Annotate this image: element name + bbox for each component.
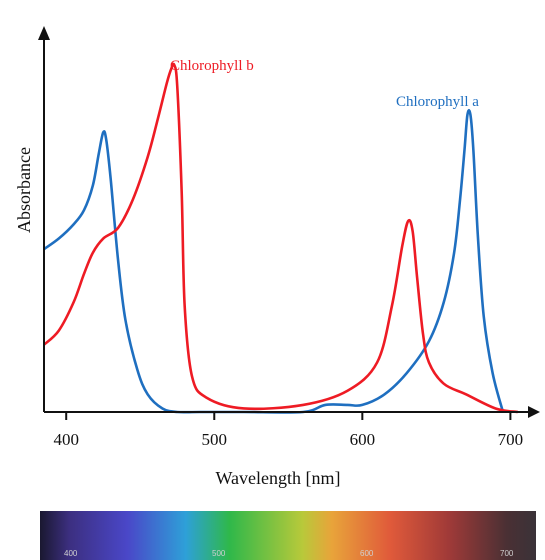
y-axis-title: Absorbance (14, 147, 34, 233)
spectrum-label: 400 (64, 549, 78, 558)
series-line-chlorophyll-a (43, 108, 505, 414)
series-label-chlorophyll-a: Chlorophyll a (396, 94, 479, 110)
spectrum-label: 500 (212, 549, 226, 558)
x-tick-label: 600 (350, 430, 376, 449)
x-axis-title: Wavelength [nm] (215, 468, 340, 488)
absorbance-chart: 400 500 600 700 Wavelength [nm] Absorbance … (14, 26, 540, 488)
series-label-chlorophyll-b: Chlorophyll b (170, 58, 254, 74)
y-axis-arrow (38, 26, 50, 40)
spectrum-gradient (40, 511, 536, 560)
x-tick-label: 500 (202, 430, 228, 449)
spectrum-labels: 400 500 600 700 (64, 549, 514, 558)
x-ticks: 400 500 600 700 (53, 412, 523, 449)
x-tick-label: 700 (498, 430, 524, 449)
x-axis-arrow (528, 406, 540, 418)
x-tick-label: 400 (53, 430, 79, 449)
series-layer (43, 62, 518, 414)
spectrum-label: 600 (360, 549, 374, 558)
series-line-chlorophyll-b (43, 62, 518, 414)
spectrum-label: 700 (500, 549, 514, 558)
visible-spectrum-bar: 400 500 600 700 (40, 511, 536, 560)
